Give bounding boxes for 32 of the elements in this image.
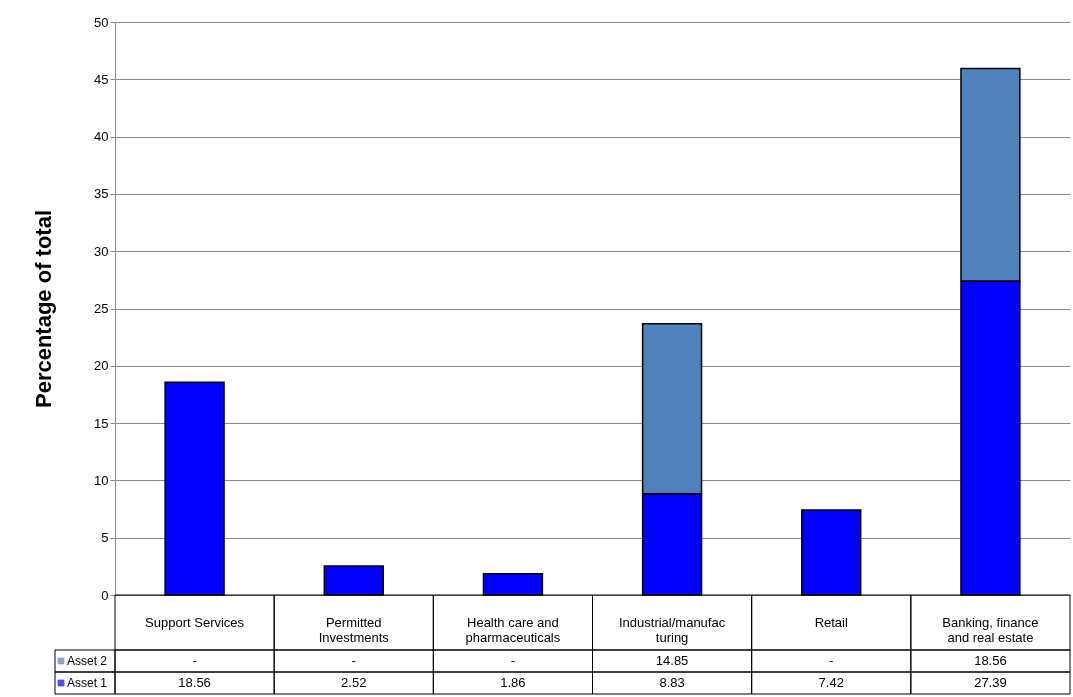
x-tick-label: Industrial/manufacturing [618,614,726,645]
y-tick-label: 40 [94,129,109,145]
y-tick-label: 10 [94,472,109,488]
x-tick-label: Banking, finance and real estate [942,614,1039,645]
x-tick-label: Permitted Investments [318,614,390,645]
data-label: 8.83 [659,675,685,690]
text: - [829,653,834,668]
text: - [351,653,356,668]
data-label: 14.85 [655,653,689,668]
y-tick-label: 0 [101,587,109,603]
x-tick-label: Retail [814,614,848,630]
text: - [510,653,516,668]
y-tick-label: 45 [94,71,109,87]
data-label: 7.42 [818,675,844,690]
y-axis-title: Percentage of total [31,209,57,409]
y-tick-label: 20 [94,358,109,374]
data-label: 1.86 [500,675,526,690]
legend-label: Asset 2 [67,654,108,668]
y-tick-label: 50 [94,14,109,30]
data-label: 18.56 [974,653,1007,668]
legend-label: Asset 1 [67,676,108,690]
data-label: 18.56 [178,675,211,690]
data-label: 2.52 [341,675,367,690]
text: - [192,653,197,668]
y-tick-label: 25 [94,301,109,316]
y-tick-label: 15 [94,415,109,431]
y-tick-label: 35 [94,186,109,202]
x-tick-label: Health care and pharmaceuticals [465,614,561,645]
y-tick-label: 30 [94,243,109,259]
data-label: 27.39 [974,675,1007,690]
y-tick-label: 5 [101,530,109,546]
x-tick-label: Support Services [145,614,245,630]
